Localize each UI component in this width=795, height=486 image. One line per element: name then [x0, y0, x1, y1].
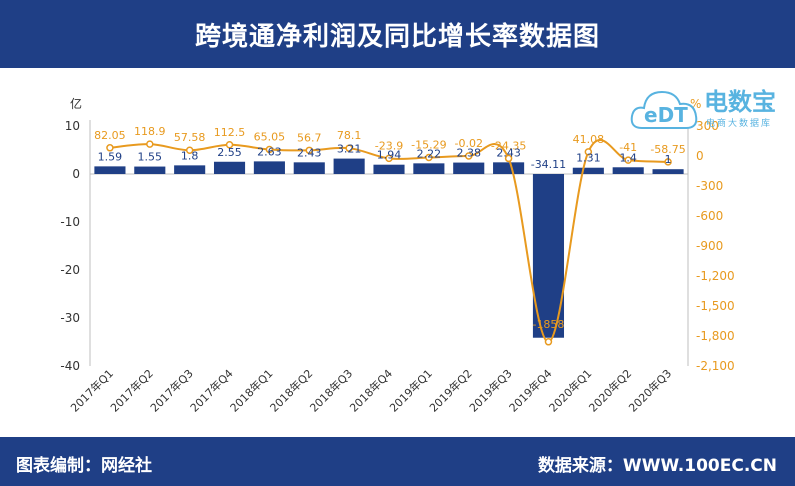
line-data-label: -0.02 [454, 137, 482, 150]
x-tick-label: 2020年Q3 [626, 366, 675, 415]
bar-data-label: 1.55 [138, 151, 163, 164]
y-tick-label: -20 [60, 263, 80, 277]
bar-data-label: 2.43 [496, 146, 521, 159]
bar-data-label: 2.43 [297, 146, 322, 159]
header-bar: 跨境通净利润及同比增长率数据图 [0, 0, 795, 68]
bar [413, 163, 445, 174]
bar [213, 161, 246, 174]
line-point [664, 158, 672, 166]
footer-credit: 图表编制：网经社 [16, 456, 152, 476]
bar [333, 158, 365, 174]
bar-data-label: 2.63 [257, 145, 282, 158]
brand-logo: eDT 电数宝 电商大数据库 [628, 78, 788, 138]
cloud-logo-icon: eDT [630, 90, 698, 129]
line-point [305, 146, 314, 155]
bar [293, 162, 325, 174]
bar [174, 165, 206, 174]
line-data-label: 57.58 [174, 131, 206, 144]
line-data-label: -1858 [532, 318, 564, 331]
y2-tick-label: -2,100 [696, 359, 735, 373]
line-point [225, 141, 234, 149]
bar [94, 166, 126, 174]
line-data-label: -41 [619, 141, 637, 154]
y2-unit-label: % [690, 97, 701, 111]
line-data-label: 41.08 [573, 133, 605, 146]
line-data-label: 56.7 [297, 131, 322, 144]
y2-tick-label: 0 [696, 149, 704, 163]
chart: 亿 10 0 -10 -20 -30 -40% 300 0 -300 -600 -900 -1,200 -… [60, 96, 735, 415]
y2-tick-label: 300 [696, 119, 719, 133]
bar-data-label: 2.22 [417, 147, 442, 160]
line-point [265, 145, 274, 154]
y-tick-label: -40 [60, 359, 80, 373]
line-data-label: -15.29 [411, 139, 446, 152]
y2-tick-label: -1,800 [696, 329, 735, 343]
line-point [624, 156, 632, 164]
bar-data-label: 1.8 [181, 149, 199, 162]
bar [612, 167, 644, 174]
bar-data-label: 2.38 [456, 147, 481, 160]
bar [134, 166, 166, 174]
line-point [425, 153, 433, 162]
y-tick-label: 0 [72, 167, 80, 181]
bar [453, 162, 485, 174]
line-point [584, 148, 593, 156]
line-point [106, 144, 114, 152]
bar-data-label: 1 [665, 153, 672, 166]
line-data-label: 118.9 [134, 125, 166, 138]
bar-data-label: -34.11 [531, 158, 566, 171]
y2-tick-label: -300 [696, 179, 723, 193]
bar-data-label: 1.94 [377, 149, 402, 162]
footer-bar: 图表编制：网经社 数据来源：WWW.100EC.CN [0, 437, 795, 486]
chart-title: 跨境通净利润及同比增长率数据图 [194, 21, 600, 52]
logo-mark-text: eDT [644, 103, 688, 127]
line-data-label: -24.35 [491, 139, 526, 152]
y-tick-label: -10 [60, 215, 80, 229]
y-tick-label: -30 [60, 311, 80, 325]
bar-data-label: 1.59 [98, 150, 123, 163]
line-point [146, 140, 154, 148]
logo-subtitle: 电商大数据库 [706, 119, 773, 129]
y-tick-label: 10 [65, 119, 80, 133]
line-point [385, 154, 393, 163]
footer-source: 数据来源：WWW.100EC.CN [537, 456, 777, 476]
y-axis-label: 亿 [70, 96, 82, 111]
y2-tick-label: -900 [696, 239, 723, 253]
logo-brand: 电数宝 [704, 88, 776, 116]
y2-tick-label: -600 [696, 209, 723, 223]
line-data-label: 82.05 [94, 129, 126, 142]
bar-data-label: 1.31 [576, 152, 601, 165]
line-data-label: -58.75 [650, 143, 685, 156]
bar [572, 167, 604, 174]
y2-tick-label: -1,200 [696, 269, 735, 283]
line-point [464, 152, 473, 160]
line-data-label: -23.9 [375, 139, 403, 152]
line-point [504, 154, 513, 163]
line-data-label: 112.5 [214, 126, 246, 139]
y2-tick-label: -1,500 [696, 299, 735, 313]
line-point [185, 146, 194, 154]
bar [493, 162, 525, 174]
bar-data-label: 2.55 [217, 146, 242, 159]
bar-data-label: 1.4 [619, 151, 637, 164]
line-data-label: 65.05 [254, 130, 286, 143]
line-data-label: 78.1 [337, 129, 362, 142]
bar [253, 161, 285, 174]
bar [652, 169, 684, 174]
bar-data-label: 3.21 [337, 143, 362, 156]
line-point [544, 338, 553, 346]
bar [373, 164, 405, 174]
line-point [345, 144, 353, 152]
